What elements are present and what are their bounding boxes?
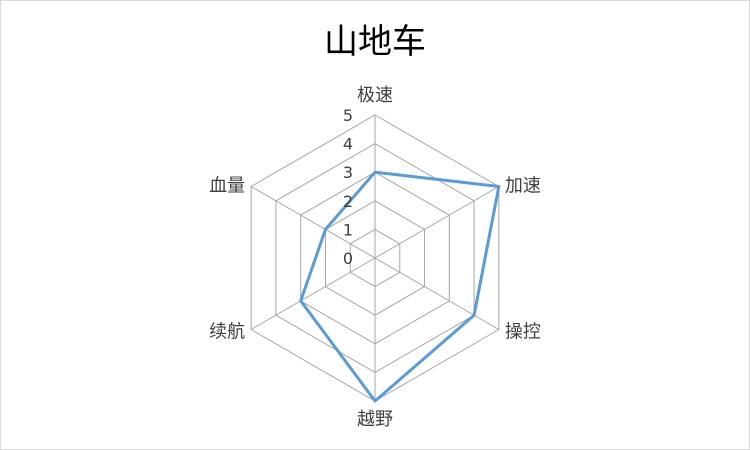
axis-labels: 极速 加速 操控 越野 续航 血量 — [209, 85, 541, 430]
axis-label-handling: 操控 — [505, 322, 541, 343]
tick-label-0: 0 — [343, 249, 353, 268]
axis-spoke — [250, 257, 376, 330]
tick-label-5: 5 — [343, 106, 353, 125]
axis-label-offroad: 越野 — [357, 409, 393, 430]
axis-spoke — [374, 257, 500, 330]
axis-label-topspeed: 极速 — [357, 85, 393, 106]
series-line-0 — [299, 170, 501, 403]
tick-label-4: 4 — [343, 135, 353, 154]
tick-labels: 0 1 2 3 4 5 — [343, 106, 353, 268]
tick-label-1: 1 — [343, 220, 353, 239]
axis-label-health: 血量 — [209, 176, 245, 197]
chart-title: 山地车 — [324, 22, 426, 62]
tick-label-3: 3 — [343, 163, 353, 182]
axis-label-endurance: 续航 — [209, 322, 245, 343]
radar-series — [299, 170, 501, 403]
axis-spoke — [250, 186, 376, 259]
axis-label-acceleration: 加速 — [505, 176, 541, 197]
radar-grid — [250, 114, 500, 402]
axis-spoke — [374, 186, 500, 259]
tick-label-2: 2 — [343, 192, 353, 211]
